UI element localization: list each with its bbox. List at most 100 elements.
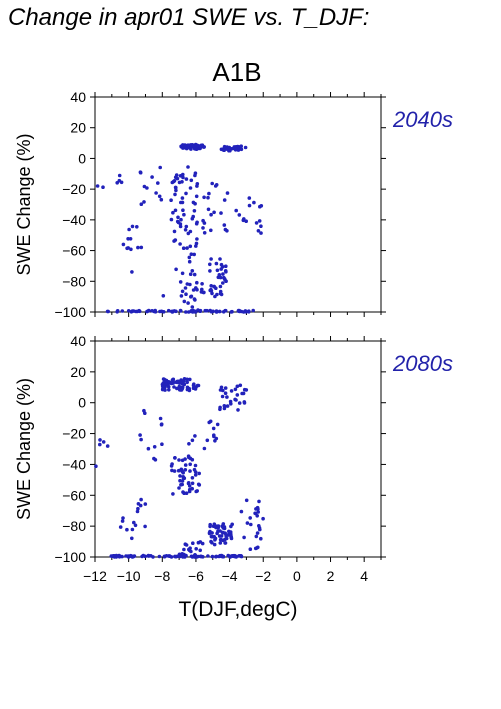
scatter-point (178, 242, 182, 246)
scatter-point (188, 469, 192, 473)
scatter-point (158, 165, 162, 170)
scatter-point (117, 173, 122, 178)
scatter-point (171, 492, 175, 496)
scatter-point (225, 404, 230, 408)
scatter-point (128, 237, 133, 241)
x-axis-label: T(DJF,degC) (178, 598, 297, 621)
scatter-point (177, 384, 182, 389)
scatter-point (214, 436, 219, 441)
scatter-point (219, 211, 223, 215)
scatter-point (132, 520, 136, 525)
scatter-point (220, 524, 224, 528)
scatter-point (181, 208, 185, 212)
scatter-point (213, 538, 217, 542)
scatter-point (230, 309, 234, 314)
scatter-point (206, 207, 211, 212)
scatter-point (188, 462, 192, 467)
scatter-point (159, 422, 164, 427)
scatter-point (160, 442, 164, 447)
plot-frame (94, 96, 382, 313)
scatter-point (189, 309, 193, 314)
scatter-point (257, 524, 261, 528)
scatter-point (180, 196, 185, 200)
scatter-point (101, 185, 105, 189)
y-tick-label: −80 (62, 273, 86, 289)
scatter-point (176, 215, 180, 220)
scatter-point (222, 406, 227, 411)
scatter-point (243, 145, 248, 150)
scatter-point (225, 229, 229, 233)
scatter-point (170, 462, 174, 466)
scatter-point (220, 394, 225, 399)
scatter-point (212, 210, 216, 215)
scatter-point (173, 185, 178, 190)
x-tick-label: −8 (154, 568, 170, 584)
scatter-point (211, 426, 216, 431)
scatter-point (181, 379, 186, 384)
scatter-point (180, 289, 185, 294)
scatter-point (174, 309, 178, 314)
scatter-point (208, 269, 212, 273)
scatter-point (220, 265, 225, 269)
scatter-point (195, 489, 199, 493)
scatter-point (258, 204, 262, 209)
scatter-point (171, 210, 175, 215)
scatter-point (98, 442, 102, 447)
scatter-point (244, 388, 249, 392)
scatter-point (237, 554, 241, 558)
x-tick-label: 0 (293, 568, 301, 584)
scatter-point (169, 217, 174, 222)
period-label: 2040s (392, 107, 453, 132)
scatter-point (136, 245, 140, 250)
scatter-point (233, 387, 238, 392)
scatter-point (209, 309, 214, 314)
scatter-point (153, 310, 158, 314)
scatter-point (139, 245, 144, 250)
scatter-point (237, 401, 242, 405)
scatter-point (208, 419, 213, 424)
scatter-point (125, 246, 129, 251)
scatter-point (206, 195, 210, 200)
x-tick-label: −12 (83, 568, 107, 584)
scatter-point (226, 553, 230, 558)
scatter-point (194, 221, 199, 226)
scatter-point (183, 468, 188, 472)
scatter-point (142, 184, 147, 189)
scatter-point (214, 183, 219, 187)
scatter-point (130, 309, 135, 313)
scatter-point (215, 292, 219, 297)
scatter-point (224, 264, 228, 269)
scatter-point (177, 458, 181, 462)
scatter-point (225, 395, 229, 399)
scatter-point (224, 270, 228, 274)
scatter-point (184, 292, 188, 297)
scatter-point (218, 538, 223, 542)
y-tick-label: 0 (78, 150, 86, 166)
scatter-point (202, 145, 206, 149)
scatter-point (195, 287, 199, 292)
scatter-point (186, 143, 190, 147)
scatter-point (127, 227, 131, 232)
scatter-point (187, 255, 192, 260)
y-tick-label: −40 (62, 456, 86, 472)
scatter-point (157, 194, 162, 199)
scatter-point (254, 546, 259, 550)
y-tick-label: −100 (54, 549, 86, 565)
scatter-point (188, 244, 193, 249)
scatter-point (239, 509, 244, 514)
scatter-point (180, 385, 185, 389)
scatter-point (189, 178, 194, 183)
scatter-point (256, 507, 260, 511)
scatter-point (134, 309, 138, 314)
scatter-point (181, 175, 185, 180)
y-tick-label: −40 (62, 212, 86, 228)
scatter-point (224, 536, 229, 541)
scatter-point (200, 287, 204, 292)
scatter-point (218, 541, 223, 545)
scatter-point (95, 184, 100, 188)
scatter-point (172, 385, 176, 389)
scatter-point (169, 555, 174, 559)
scatter-point (146, 446, 151, 451)
scatter-point (248, 547, 253, 551)
scatter-point (187, 388, 192, 393)
